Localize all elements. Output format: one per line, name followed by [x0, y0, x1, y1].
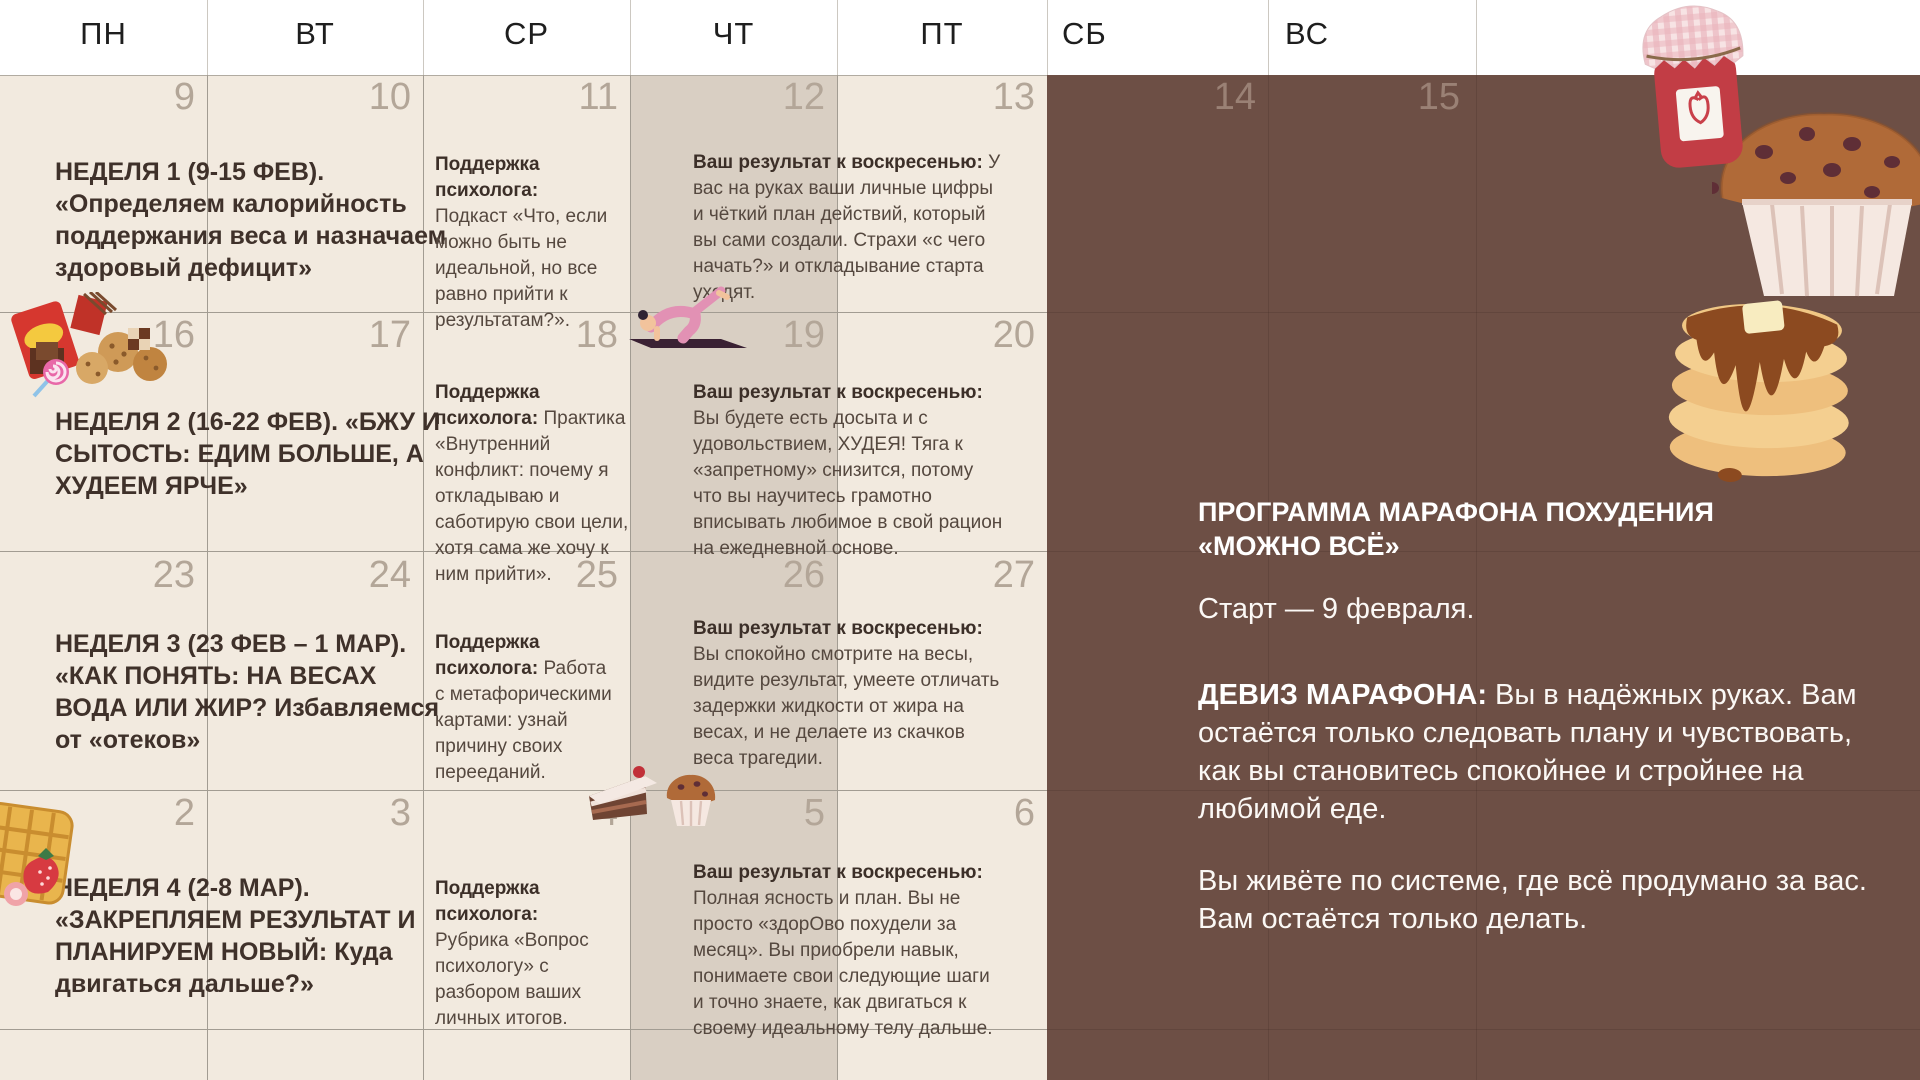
- header-divider: [1268, 0, 1269, 75]
- header-divider: [630, 0, 631, 75]
- result-label: Ваш результат к воскресенью:: [693, 382, 983, 403]
- date-number-sun: 15: [1417, 76, 1460, 118]
- date-number: 23: [152, 554, 195, 596]
- header-divider: [837, 0, 838, 75]
- psych-text: Практика «Внутренний конфликт: почему я …: [435, 408, 629, 585]
- result-label: Ваш результат к воскресенью:: [693, 618, 983, 639]
- date-number: 26: [782, 554, 825, 596]
- yoga-figure-icon: [623, 281, 753, 351]
- waffle-with-strawberry-icon: [0, 798, 85, 913]
- week3-psych-cell: Поддержка психолога: Работа с метафориче…: [435, 630, 615, 786]
- grid-hline-panel: [1047, 790, 1920, 791]
- motto-label: ДЕВИЗ МАРАФОНА:: [1198, 679, 1487, 711]
- date-number: 2: [173, 792, 195, 834]
- date-number: 9: [173, 76, 195, 118]
- week3-title: НЕДЕЛЯ 3 (23 ФЕВ – 1 МАР). «КАК ПОНЯТЬ: …: [55, 630, 440, 754]
- date-number: 24: [368, 554, 411, 596]
- date-number: 19: [782, 314, 825, 356]
- date-number: 27: [992, 554, 1035, 596]
- grid-vline-panel: [1476, 75, 1477, 1080]
- header-divider: [423, 0, 424, 75]
- grid-vline: [423, 75, 424, 1080]
- result-text: У вас на руках ваши личные цифры и чётки…: [693, 152, 1001, 303]
- result-label: Ваш результат к воскресенью:: [693, 862, 983, 883]
- date-number: 25: [575, 554, 618, 596]
- psych-label: Поддержка психолога:: [435, 878, 540, 925]
- psych-label: Поддержка психолога:: [435, 382, 540, 429]
- day-header-fri: ПТ: [920, 16, 964, 51]
- grid-hline-panel: [1047, 312, 1920, 313]
- week2-title: НЕДЕЛЯ 2 (16-22 ФЕВ). «БЖУ И СЫТОСТЬ: ЕД…: [55, 408, 440, 500]
- program-start-date: Старт — 9 февраля.: [1198, 593, 1475, 625]
- grid-vline: [837, 75, 838, 1080]
- week3-result-cell: Ваш результат к воскресенью: Вы спокойно…: [693, 616, 1003, 772]
- program-motto: ДЕВИЗ МАРАФОНА: Вы в надёжных руках. Вам…: [1198, 676, 1898, 828]
- chocolate-chip-muffin-icon: [1712, 96, 1920, 306]
- result-text: Вы будете есть досыта и с удовольствием,…: [693, 408, 1003, 559]
- date-number: 11: [578, 76, 618, 118]
- grid-hline: [0, 75, 1047, 76]
- day-header-sat: СБ: [1062, 16, 1107, 51]
- grid-hline: [0, 312, 1047, 313]
- header-divider: [207, 0, 208, 75]
- date-number: 16: [152, 314, 195, 356]
- date-number-sat: 14: [1213, 76, 1256, 118]
- date-number: 20: [992, 314, 1035, 356]
- week4-title: НЕДЕЛЯ 4 (2-8 МАР). «ЗАКРЕПЛЯЕМ РЕЗУЛЬТА…: [55, 874, 416, 998]
- result-text: Вы спокойно смотрите на весы, видите рез…: [693, 644, 1000, 769]
- calendar-background: [0, 75, 1047, 1080]
- week2-psych-cell: Поддержка психолога: Практика «Внутренни…: [435, 380, 635, 588]
- day-header-thu: ЧТ: [712, 16, 755, 51]
- date-number: 6: [1013, 792, 1035, 834]
- pancakes-icon: [1655, 280, 1865, 490]
- date-number: 12: [782, 76, 825, 118]
- date-number: 18: [575, 314, 618, 356]
- week1-psych-cell: Поддержка психолога: Подкаст «Что, если …: [435, 152, 615, 334]
- week4-psych-cell: Поддержка психолога: Рубрика «Вопрос пси…: [435, 876, 595, 1032]
- header-divider: [1047, 0, 1048, 75]
- week4-result-cell: Ваш результат к воскресенью: Полная ясно…: [693, 860, 1003, 1042]
- psych-text: Рубрика «Вопрос психологу» с разбором ва…: [435, 930, 589, 1029]
- date-number: 13: [992, 76, 1035, 118]
- result-text: Полная ясность и план. Вы не просто «здо…: [693, 888, 993, 1039]
- motto-text: Вы в надёжных руках. Вам остаётся только…: [1198, 679, 1857, 825]
- program-title: ПРОГРАММА МАРАФОНА ПОХУДЕНИЯ «МОЖНО ВСЁ»: [1198, 497, 1714, 561]
- grid-vline-panel: [1268, 75, 1269, 1080]
- date-number: 5: [803, 792, 825, 834]
- grid-hline: [0, 790, 1047, 791]
- date-number: 17: [368, 314, 411, 356]
- jam-jar-icon: [1633, 2, 1758, 174]
- date-number: 10: [368, 76, 411, 118]
- psych-text: Работа с метафорическими картами: узнай …: [435, 658, 612, 783]
- grid-vline: [207, 75, 208, 1080]
- week2-result-cell: Ваш результат к воскресенью: Вы будете е…: [693, 380, 1003, 562]
- day-header-mon: ПН: [80, 16, 127, 51]
- psych-label: Поддержка психолога:: [435, 632, 540, 679]
- thursday-column-shade: [630, 75, 837, 1080]
- day-header-tue: ВТ: [295, 16, 335, 51]
- grid-hline: [0, 551, 1047, 552]
- day-header-wed: СР: [503, 16, 550, 51]
- grid-hline: [0, 1029, 1047, 1030]
- week1-result-cell: Ваш результат к воскресенью: У вас на ру…: [693, 150, 1003, 306]
- psych-label: Поддержка психолога:: [435, 154, 540, 201]
- grid-hline-panel: [1047, 1029, 1920, 1030]
- mini-muffin-icon: [666, 774, 716, 826]
- snacks-pile-icon: [0, 292, 190, 402]
- grid-vline: [630, 75, 631, 1080]
- header-divider: [1476, 0, 1477, 75]
- grid-hline-panel: [1047, 551, 1920, 552]
- week1-title: НЕДЕЛЯ 1 (9-15 ФЕВ). «Определяем калорий…: [55, 158, 447, 282]
- date-number: 3: [389, 792, 411, 834]
- result-label: Ваш результат к воскресенью:: [693, 152, 983, 173]
- psych-text: Подкаст «Что, если можно быть не идеальн…: [435, 206, 608, 331]
- program-closing: Вы живёте по системе, где всё продумано …: [1198, 865, 1867, 935]
- cake-slice-icon: [583, 750, 723, 830]
- day-header-sun: ВС: [1285, 16, 1330, 51]
